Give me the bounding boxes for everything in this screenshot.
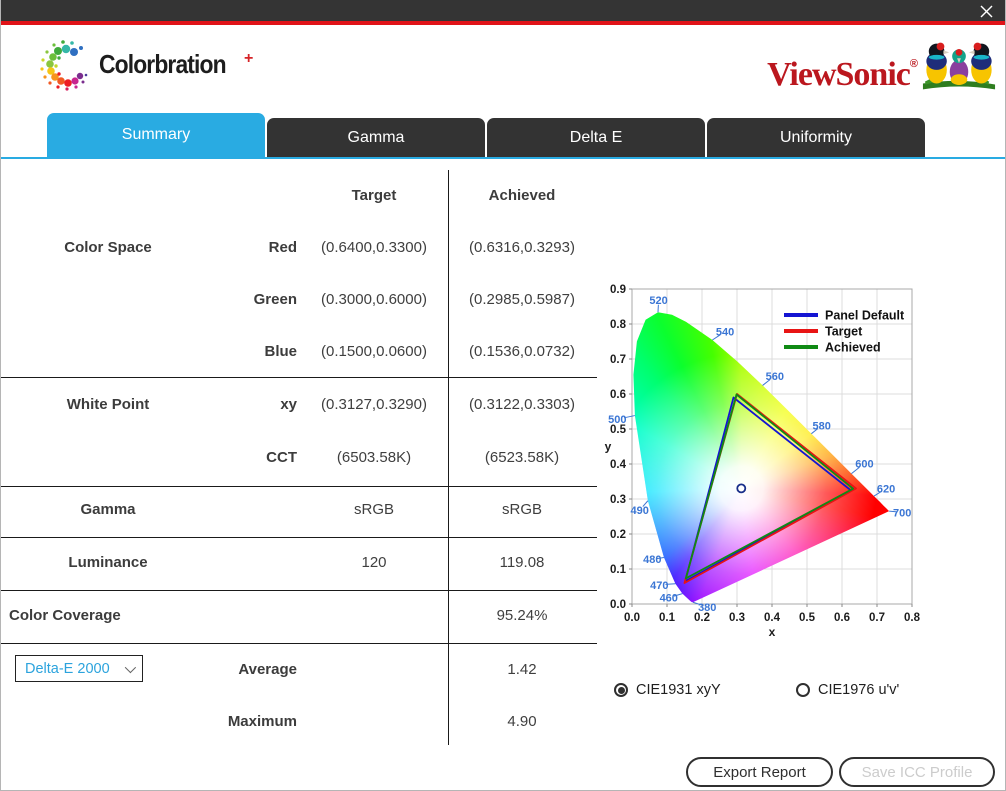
svg-text:0.1: 0.1 — [610, 564, 627, 576]
table-header-row: Target Achieved — [1, 184, 597, 208]
registered-mark: ® — [910, 58, 917, 70]
row-section-label: Color Coverage — [1, 604, 215, 628]
svg-text:y: y — [605, 440, 612, 454]
row-section-label: Color Space — [1, 236, 215, 260]
table-row-color-coverage: Color Coverage 95.24% — [1, 604, 597, 628]
colorbration-logo: Colorbration + — [39, 36, 253, 92]
row-sub-label: Average — [215, 658, 297, 682]
svg-text:0.6: 0.6 — [610, 389, 626, 401]
table-row-gamma: Gamma sRGB sRGB — [1, 498, 597, 522]
target-value: (0.1500,0.0600) — [305, 340, 443, 364]
achieved-value: 1.42 — [449, 658, 595, 682]
radio-cie1931-xyy[interactable]: CIE1931 xyY — [614, 682, 721, 698]
row-sub-label: Green — [215, 288, 297, 312]
tab-gamma[interactable]: Gamma — [267, 118, 485, 157]
svg-text:0.2: 0.2 — [694, 612, 710, 624]
achieved-value: (0.2985,0.5987) — [449, 288, 595, 312]
achieved-value: 4.90 — [449, 710, 595, 734]
svg-text:0.5: 0.5 — [610, 424, 627, 436]
app-name-plus: + — [244, 50, 253, 67]
app-window: Colorbration+ ViewSonic® Su — [0, 0, 1006, 791]
radio-label: CIE1976 u'v' — [818, 682, 899, 698]
tab-underline — [1, 157, 1005, 159]
target-value: sRGB — [305, 498, 443, 522]
svg-text:0.9: 0.9 — [610, 284, 626, 296]
table-divider-line — [1, 377, 597, 378]
delta-e-formula-dropdown[interactable]: Delta-E 2000 — [15, 655, 143, 682]
row-sub-label: Red — [215, 236, 297, 260]
target-value: (6503.58K) — [305, 446, 443, 470]
achieved-column-header: Achieved — [449, 184, 595, 208]
target-value: (0.3127,0.3290) — [305, 393, 443, 417]
tab-summary[interactable]: Summary — [47, 113, 265, 157]
svg-text:0.3: 0.3 — [729, 612, 745, 624]
svg-text:0.1: 0.1 — [659, 612, 676, 624]
brand-accent-line — [1, 21, 1005, 25]
target-value: (0.6400,0.3300) — [305, 236, 443, 260]
achieved-value: (0.6316,0.3293) — [449, 236, 595, 260]
target-column-header: Target — [305, 184, 443, 208]
table-row-luminance: Luminance 120 119.08 — [1, 551, 597, 575]
delta-e-formula-value: Delta-E 2000 — [25, 661, 125, 677]
close-icon — [980, 5, 993, 18]
svg-text:0.0: 0.0 — [610, 599, 626, 611]
svg-text:0.7: 0.7 — [869, 612, 885, 624]
table-row-red: Color Space Red (0.6400,0.3300) (0.6316,… — [1, 236, 597, 260]
table-column-divider — [448, 170, 449, 745]
tab-delta-e[interactable]: Delta E — [487, 118, 705, 157]
achieved-value: 95.24% — [449, 604, 595, 628]
chevron-down-icon — [125, 661, 136, 672]
achieved-value: (0.1536,0.0732) — [449, 340, 595, 364]
export-report-button[interactable]: Export Report — [686, 757, 833, 787]
row-sub-label: xy — [215, 393, 297, 417]
radio-unselected-icon — [796, 683, 810, 697]
svg-text:0.0: 0.0 — [624, 612, 640, 624]
radio-label: CIE1931 xyY — [636, 682, 721, 698]
svg-text:0.2: 0.2 — [610, 529, 626, 541]
svg-text:0.7: 0.7 — [610, 354, 626, 366]
colorbration-dots-icon — [39, 36, 95, 92]
table-row-maximum: Maximum 4.90 — [1, 710, 597, 734]
table-divider-line — [1, 590, 597, 591]
vendor-name: ViewSonic® — [767, 38, 917, 101]
table-row-blue: Blue (0.1500,0.0600) (0.1536,0.0732) — [1, 340, 597, 364]
row-sub-label: Maximum — [215, 710, 297, 734]
table-divider-line — [1, 537, 597, 538]
close-button[interactable] — [973, 2, 999, 20]
finch-birds-icon — [921, 38, 997, 94]
svg-text:0.8: 0.8 — [610, 319, 627, 331]
svg-text:0.3: 0.3 — [610, 494, 626, 506]
target-value: 120 — [305, 551, 443, 575]
row-section-label: White Point — [1, 393, 215, 417]
svg-text:0.4: 0.4 — [764, 612, 781, 624]
title-bar — [1, 0, 1005, 21]
row-sub-label: CCT — [215, 446, 297, 470]
svg-text:0.8: 0.8 — [904, 612, 921, 624]
svg-text:x: x — [769, 625, 776, 639]
cie-chromaticity-chart: 0.0 0.1 0.2 0.3 0.4 0.5 0.6 0.7 0.8 0.0 0.1 0.2 0.3 0… — [600, 278, 950, 653]
svg-text:0.6: 0.6 — [834, 612, 850, 624]
viewsonic-logo: ViewSonic® — [767, 38, 997, 101]
table-row-green: Green (0.3000,0.6000) (0.2985,0.5987) — [1, 288, 597, 312]
app-name: Colorbration — [99, 49, 226, 80]
table-row-cct: CCT (6503.58K) (6523.58K) — [1, 446, 597, 470]
achieved-value: (6523.58K) — [449, 446, 595, 470]
table-divider-line — [1, 643, 597, 644]
radio-selected-icon — [614, 683, 628, 697]
table-row-white-point-xy: White Point xy (0.3127,0.3290) (0.3122,0… — [1, 393, 597, 417]
svg-text:500: 500 — [608, 414, 626, 426]
achieved-value: sRGB — [449, 498, 595, 522]
row-sub-label: Blue — [215, 340, 297, 364]
tab-uniformity[interactable]: Uniformity — [707, 118, 925, 157]
target-value: (0.3000,0.6000) — [305, 288, 443, 312]
achieved-value: (0.3122,0.3303) — [449, 393, 595, 417]
row-section-label: Luminance — [1, 551, 215, 575]
achieved-value: 119.08 — [449, 551, 595, 575]
table-divider-line — [1, 486, 597, 487]
svg-text:0.4: 0.4 — [610, 459, 627, 471]
row-section-label: Gamma — [1, 498, 215, 522]
radio-cie1976-uv[interactable]: CIE1976 u'v' — [796, 682, 899, 698]
svg-text:0.5: 0.5 — [799, 612, 816, 624]
save-icc-profile-button[interactable]: Save ICC Profile — [839, 757, 995, 787]
